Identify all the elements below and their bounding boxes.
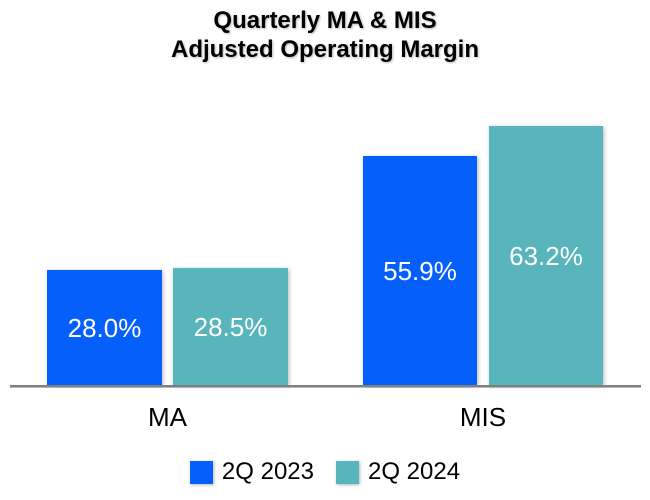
legend: 2Q 2023 2Q 2024 bbox=[0, 458, 650, 486]
legend-label-2q2023: 2Q 2023 bbox=[221, 458, 314, 485]
bar-value-label-ma-2q2024: 28.5% bbox=[193, 311, 268, 342]
bar-value-label-ma-2q2023: 28.0% bbox=[67, 312, 142, 343]
chart-title-line2: Adjusted Operating Margin bbox=[170, 36, 479, 63]
legend-item-2q2024: 2Q 2024 bbox=[336, 458, 460, 486]
legend-item-2q2023: 2Q 2023 bbox=[189, 458, 314, 486]
bar-mis-2q2023: 55.9% bbox=[363, 156, 477, 385]
legend-swatch-2q2023 bbox=[189, 460, 213, 484]
category-label-ma: MA bbox=[148, 402, 187, 432]
category-label-mis: MIS bbox=[459, 402, 507, 432]
bar-value-label-mis-2q2024: 63.2% bbox=[509, 240, 583, 271]
bar-ma-2q2023: 28.0% bbox=[47, 270, 162, 385]
legend-swatch-2q2024 bbox=[336, 460, 359, 484]
chart-title-line1: Quarterly MA & MIS bbox=[213, 7, 437, 34]
bar-ma-2q2024: 28.5% bbox=[173, 268, 288, 385]
legend-label-2q2024: 2Q 2024 bbox=[368, 458, 461, 485]
chart-title: Quarterly MA & MIS Adjusted Operating Ma… bbox=[0, 6, 650, 64]
bar-value-label-mis-2q2023: 55.9% bbox=[383, 255, 457, 286]
x-axis-line bbox=[10, 385, 641, 387]
bar-mis-2q2024: 63.2% bbox=[489, 126, 603, 385]
